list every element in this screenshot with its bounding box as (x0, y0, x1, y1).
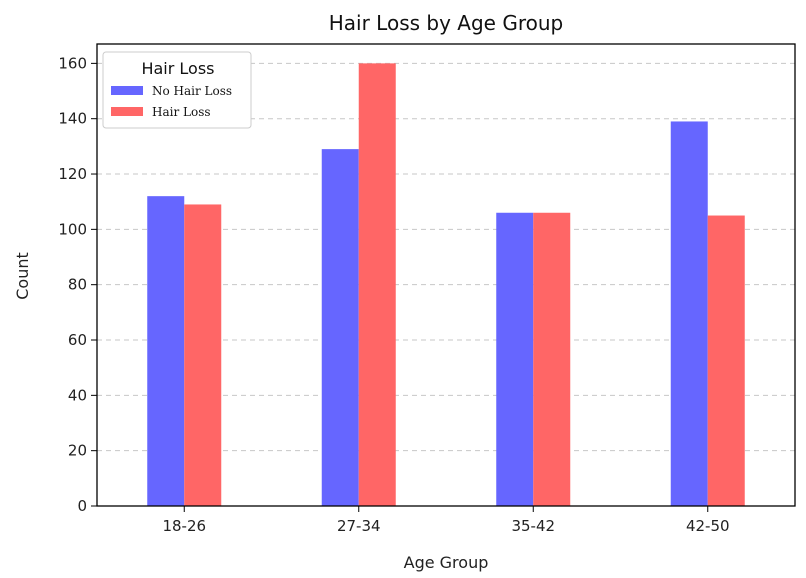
legend-items: No Hair Loss Hair Loss (111, 84, 232, 119)
bar-no-hair-loss-27-34 (321, 149, 359, 507)
legend-label: Hair Loss (152, 105, 211, 119)
bar-no-hair-loss-18-26 (147, 196, 185, 506)
y-tick-label: 0 (77, 497, 87, 515)
chart-title: Hair Loss by Age Group (329, 11, 563, 35)
bar-hair-loss-42-50 (707, 215, 745, 506)
y-tick-label: 20 (68, 442, 87, 460)
x-axis-title: Age Group (404, 553, 489, 572)
y-tick-label: 120 (58, 165, 87, 183)
y-tick-label: 160 (58, 54, 87, 72)
bar-no-hair-loss-35-42 (496, 212, 534, 506)
y-tick-label: 60 (68, 331, 87, 349)
x-tick-label: 42-50 (686, 517, 730, 535)
legend: Hair Loss No Hair Loss Hair Loss (102, 51, 252, 129)
bar-hair-loss-35-42 (533, 212, 571, 506)
y-tick-label: 100 (58, 220, 87, 238)
x-axis: 18-26 27-34 35-42 42-50 (162, 506, 730, 535)
y-tick-label: 140 (58, 110, 87, 128)
x-tick-label: 27-34 (337, 517, 381, 535)
y-tick-label: 40 (68, 386, 87, 404)
legend-title: Hair Loss (141, 59, 214, 78)
y-axis-title: Count (13, 252, 32, 300)
bar-no-hair-loss-42-50 (670, 121, 708, 507)
y-axis: 0 20 40 60 80 100 120 140 160 (58, 54, 97, 515)
legend-label: No Hair Loss (152, 84, 232, 98)
plot-frame (96, 43, 796, 507)
bar-hair-loss-18-26 (184, 204, 222, 507)
y-tick-label: 80 (68, 276, 87, 294)
bars (147, 63, 745, 507)
legend-swatch (111, 107, 143, 116)
x-tick-label: 18-26 (162, 517, 206, 535)
bar-hair-loss-27-34 (358, 63, 396, 507)
legend-swatch (111, 86, 143, 95)
x-tick-label: 35-42 (511, 517, 555, 535)
